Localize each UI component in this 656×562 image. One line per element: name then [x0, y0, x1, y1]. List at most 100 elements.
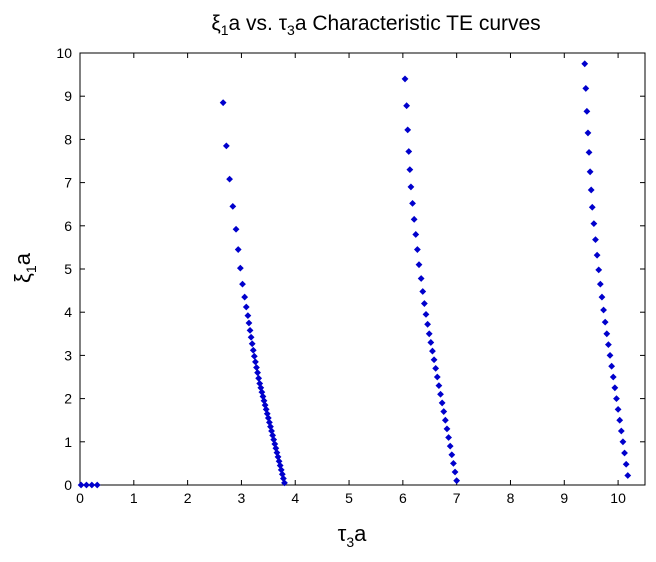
data-point	[253, 364, 260, 371]
y-axis: 0 1 2 3 4 5 6 7 8 9 10	[56, 45, 645, 493]
x-tick-label: 4	[291, 490, 299, 506]
data-point	[617, 427, 625, 435]
data-point	[614, 406, 622, 413]
data-point	[603, 330, 611, 338]
data-point	[427, 339, 435, 346]
xlabel-subscript: 3	[346, 534, 354, 550]
y-tick-label: 4	[64, 304, 72, 320]
data-point	[234, 246, 242, 253]
x-axis-label: τ3a	[338, 521, 368, 550]
plot-area	[79, 52, 646, 486]
data-point	[415, 261, 423, 269]
data-point	[403, 102, 411, 110]
y-axis-label: ξ1a	[10, 252, 39, 283]
data-point	[404, 126, 412, 134]
data-point	[443, 425, 451, 433]
data-point	[437, 390, 444, 398]
data-point	[433, 373, 441, 381]
x-tick-label: 8	[507, 490, 515, 506]
x-tick-label: 0	[76, 490, 84, 506]
data-point	[242, 303, 250, 311]
data-point	[247, 333, 255, 341]
title-rest: a Characteristic TE curves	[295, 12, 541, 35]
y-tick-label: 8	[64, 131, 72, 147]
data-point	[93, 481, 101, 489]
data-point	[432, 364, 440, 372]
ylabel-greek-xi: ξ	[10, 273, 35, 283]
data-point	[410, 215, 418, 223]
data-point	[250, 352, 258, 360]
x-tick-label: 7	[453, 490, 461, 506]
data-point	[222, 142, 230, 150]
y-tick-label: 9	[64, 88, 72, 104]
data-point	[229, 202, 237, 210]
data-point	[244, 312, 252, 320]
data-point	[241, 293, 249, 301]
data-point	[407, 183, 415, 191]
data-point	[252, 358, 259, 366]
data-point	[587, 186, 595, 194]
data-point	[401, 75, 409, 83]
x-axis: 0 1 2 3 4 5 6 7 8 9 10	[76, 53, 626, 506]
data-point	[246, 326, 254, 334]
data-point	[582, 85, 590, 92]
data-point	[236, 264, 244, 272]
y-tick-label: 10	[56, 45, 72, 61]
y-tick-label: 3	[64, 347, 72, 363]
data-point	[585, 148, 593, 156]
data-point	[249, 346, 257, 354]
x-tick-label: 2	[184, 490, 192, 506]
data-point	[412, 231, 420, 238]
data-point	[254, 369, 261, 377]
data-point	[448, 451, 456, 459]
title-greek-tau: τ	[279, 12, 288, 35]
title-subscript-1: 1	[221, 22, 229, 38]
ylabel-subscript: 1	[23, 265, 39, 273]
y-tick-label: 7	[64, 175, 72, 191]
data-points	[77, 60, 632, 489]
data-point	[83, 481, 90, 489]
title-greek-xi: ξ	[211, 12, 220, 35]
y-tick-label: 5	[64, 261, 72, 277]
data-point	[239, 280, 246, 288]
data-point	[581, 60, 589, 68]
data-point	[453, 477, 461, 485]
y-tick-label: 0	[64, 477, 72, 493]
data-point	[417, 275, 425, 282]
y-tick-label: 6	[64, 218, 72, 234]
data-point	[611, 384, 619, 392]
y-tick-label: 2	[64, 391, 72, 407]
data-point	[621, 449, 628, 457]
data-point	[232, 225, 240, 233]
x-tick-label: 1	[130, 490, 138, 506]
data-point	[600, 306, 607, 314]
data-point	[219, 99, 227, 107]
data-point	[245, 319, 253, 327]
data-point	[424, 320, 432, 328]
data-point	[406, 166, 414, 174]
data-point	[440, 408, 448, 415]
title-mid: a vs.	[229, 12, 279, 35]
xlabel-rest: a	[354, 521, 367, 546]
data-point	[584, 129, 592, 137]
data-point	[624, 472, 632, 479]
plot-border	[79, 52, 646, 486]
ylabel-rest: a	[10, 252, 35, 265]
data-point	[413, 246, 421, 253]
data-point	[419, 288, 427, 295]
data-point	[255, 374, 263, 382]
data-point	[409, 199, 416, 207]
data-point	[583, 107, 591, 115]
data-point	[422, 310, 430, 318]
x-tick-label: 10	[610, 490, 626, 506]
title-subscript-3: 3	[287, 22, 295, 38]
data-point	[405, 148, 413, 155]
y-tick-label: 1	[64, 434, 72, 450]
data-point	[88, 481, 96, 489]
x-tick-label: 5	[345, 490, 353, 506]
data-point	[226, 175, 233, 183]
data-point	[451, 468, 459, 476]
x-tick-label: 9	[560, 490, 568, 506]
